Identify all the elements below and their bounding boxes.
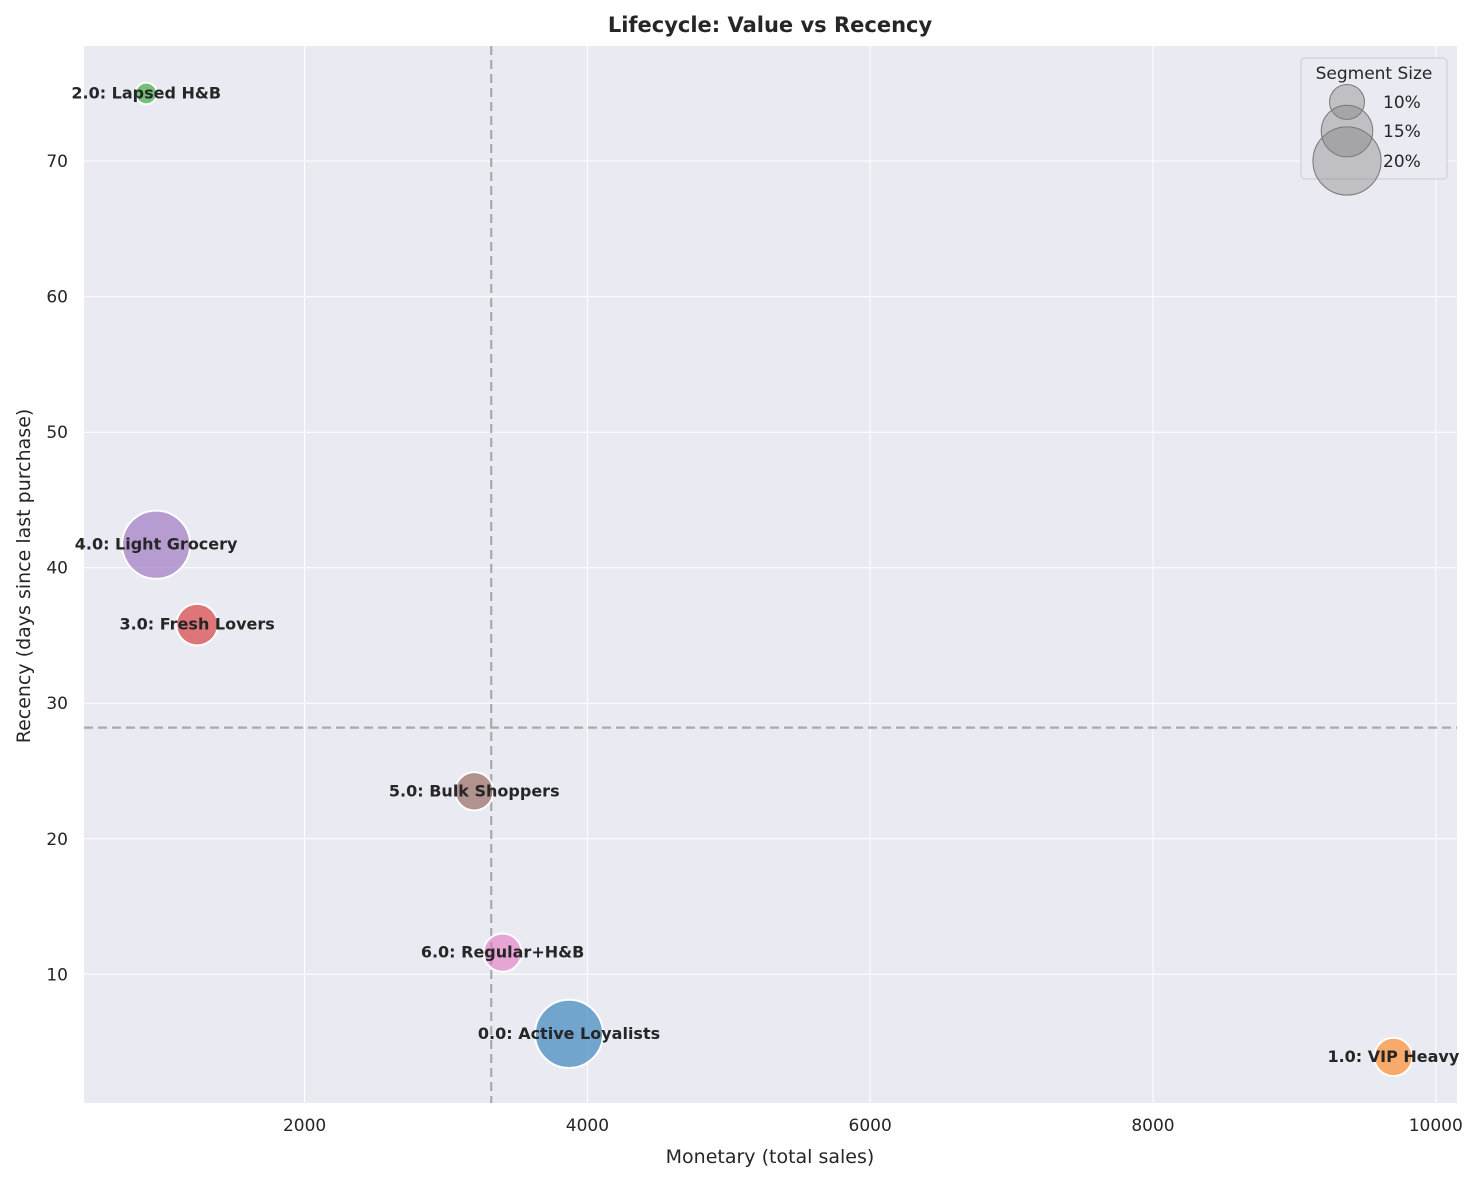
x-tick-label: 2000 — [283, 1116, 326, 1136]
legend-size-marker — [1320, 104, 1374, 158]
legend: Segment Size 10% 15% 20% — [1300, 57, 1448, 196]
y-tick-label: 50 — [46, 423, 68, 443]
plot-background — [84, 46, 1457, 1103]
y-tick-label: 20 — [46, 830, 68, 850]
legend-frame — [1300, 57, 1448, 180]
segment-bubble — [1373, 1036, 1414, 1078]
x-axis-label: Monetary (total sales) — [666, 1146, 875, 1168]
segment-bubble — [121, 509, 192, 580]
x-tick-labels: 2000 4000 6000 8000 10000 — [283, 1116, 1463, 1136]
y-tick-labels: 10 20 30 40 50 60 70 — [46, 152, 68, 985]
legend-entries: 10% 15% 20% — [1312, 84, 1421, 196]
segment-label: 1.0: VIP Heavy — [1327, 1047, 1459, 1066]
segment-bubble — [175, 602, 219, 647]
data-points — [121, 81, 1414, 1078]
segment-bubble — [134, 81, 159, 106]
segment-label: 2.0: Lapsed H&B — [71, 83, 221, 102]
y-tick-label: 70 — [46, 152, 68, 172]
y-tick-label: 30 — [46, 694, 68, 714]
y-tick-label: 60 — [46, 288, 68, 308]
chart-title: Lifecycle: Value vs Recency — [608, 13, 933, 37]
legend-entry-label: 20% — [1383, 152, 1421, 172]
segment-bubble — [454, 771, 495, 812]
x-tick-label: 10000 — [1409, 1116, 1463, 1136]
grid-x — [304, 46, 1437, 1103]
y-tick-label: 40 — [46, 559, 68, 579]
segment-label: 5.0: Bulk Shoppers — [389, 781, 560, 800]
legend-entry-label: 10% — [1383, 93, 1421, 113]
segment-label: 4.0: Light Grocery — [75, 535, 238, 554]
segment-label: 0.0: Active Loyalists — [478, 1024, 660, 1043]
legend-size-marker — [1312, 126, 1382, 196]
data-point-labels: 0.0: Active Loyalists 1.0: VIP Heavy 2.0: … — [71, 83, 1459, 1065]
legend-entry-label: 15% — [1383, 122, 1421, 142]
y-tick-label: 10 — [46, 965, 68, 985]
y-axis-label: Recency (days since last purchase) — [13, 409, 35, 744]
legend-title: Segment Size — [1316, 64, 1433, 84]
segment-bubble — [482, 932, 523, 973]
segment-bubble — [533, 998, 605, 1069]
segment-label: 6.0: Regular+H&B — [421, 943, 584, 962]
legend-size-marker — [1329, 84, 1365, 120]
x-tick-label: 8000 — [1131, 1116, 1174, 1136]
segment-label: 3.0: Fresh Lovers — [119, 615, 274, 634]
x-tick-label: 6000 — [849, 1116, 892, 1136]
reference-lines — [84, 46, 1457, 1103]
x-tick-label: 4000 — [566, 1116, 609, 1136]
grid-y — [84, 160, 1457, 975]
